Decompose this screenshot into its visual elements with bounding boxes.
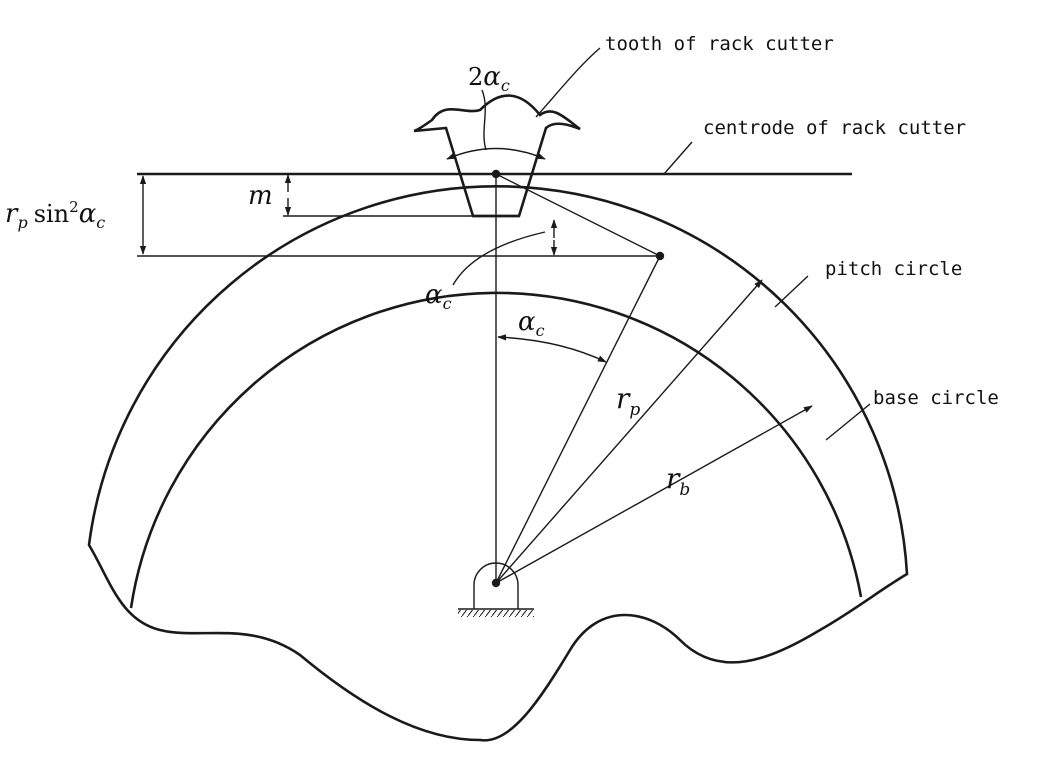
radius-rb (495, 405, 813, 584)
tooth-label-leader (535, 47, 601, 118)
base-label-leader (825, 403, 871, 441)
tooth-angle-leader (481, 89, 487, 151)
base-circle-arc (129, 291, 863, 609)
alpha-c-symbol-centre: αc (518, 307, 545, 340)
m-symbol: m (248, 181, 273, 211)
rsin-symbol: rp sin2αc (5, 198, 105, 232)
pitch-circle-label: pitch circle (825, 258, 962, 280)
pivot-support (473, 562, 519, 609)
alpha-small-leader (452, 231, 546, 286)
centre-angle-arc (497, 334, 607, 363)
base-contact-point (655, 251, 665, 261)
alpha-c-symbol-left: αc (425, 280, 452, 313)
rack-tooth (413, 94, 581, 218)
ground-hatch (458, 610, 534, 617)
radius-to-point (495, 255, 661, 584)
action-line (495, 173, 661, 257)
centrode-label: centrode of rack cutter (703, 117, 966, 139)
radius-rp (495, 279, 763, 584)
two-alpha-c-symbol: 2αc (468, 62, 510, 95)
tooth-angle-arc (446, 147, 546, 160)
tooth-label: tooth of rack cutter (605, 33, 834, 55)
gear-body-outline (87, 184, 909, 742)
gear-centre-point (491, 578, 501, 588)
pitch-label-leader (774, 275, 809, 308)
base-circle-label: base circle (873, 387, 999, 409)
rp-symbol: rp (616, 382, 640, 420)
centrode-label-leader (663, 141, 693, 175)
pitch-point (491, 169, 501, 179)
rb-symbol: rb (666, 462, 690, 500)
